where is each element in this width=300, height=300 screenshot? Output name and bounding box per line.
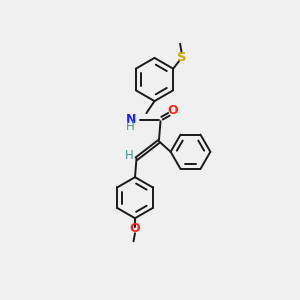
Text: H: H xyxy=(124,148,134,162)
Text: S: S xyxy=(177,51,186,64)
Text: N: N xyxy=(126,113,136,126)
Text: H: H xyxy=(126,120,135,133)
Text: O: O xyxy=(130,222,140,235)
Text: O: O xyxy=(167,104,178,117)
